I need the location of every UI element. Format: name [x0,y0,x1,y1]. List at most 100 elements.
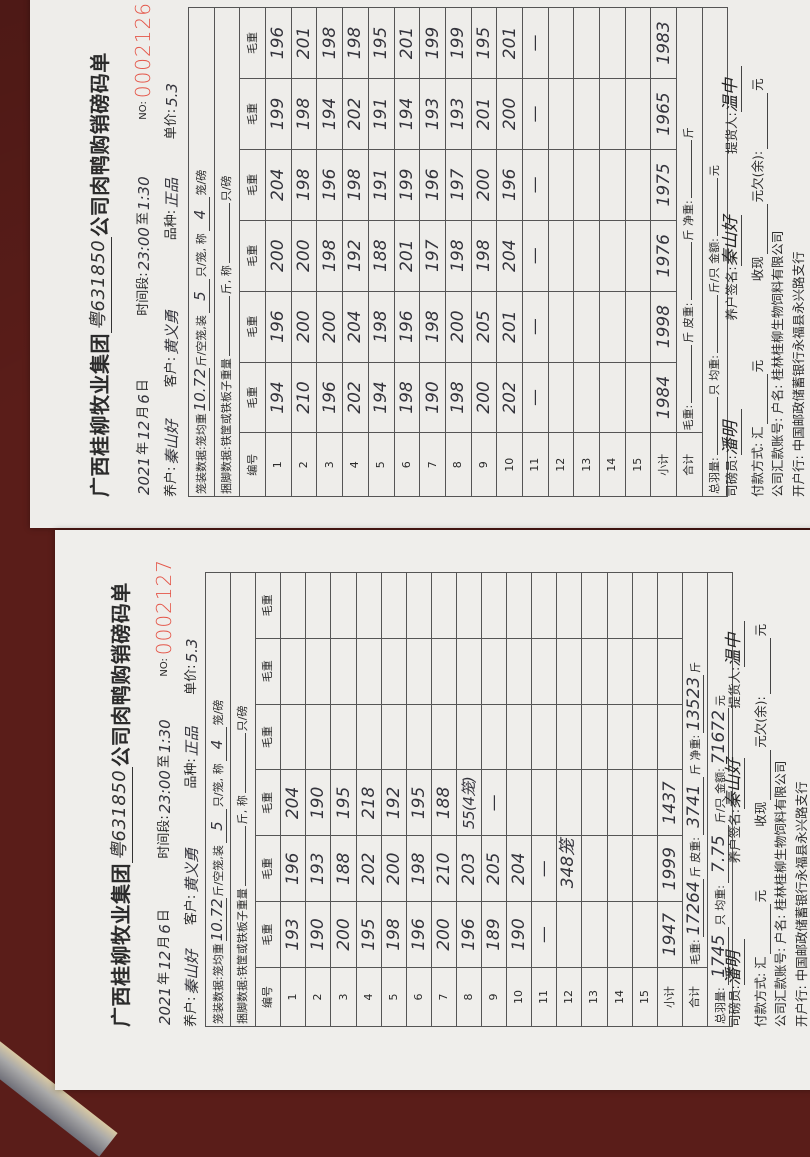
customer-value: 黄义勇 [183,847,201,893]
gross-weight-value: 17264 [683,879,704,938]
cage-data-cell: 笼装数据:笼均重10.72斤/空笼,装5只/笼, 称4笼/磅 [188,7,215,497]
weight-cell: 196 [496,149,523,221]
weight-cell [431,704,457,770]
table-row: 6 198 196 201 199 194 201 [394,7,420,497]
weight-cell: 188 [330,835,357,902]
weight-cell: 200 [431,901,457,968]
row-number: 13 [581,967,607,1027]
net-label: 净重: [682,200,696,226]
row-number: 7 [431,967,457,1027]
weight-cell: 196 [394,291,420,363]
row-number: 10 [496,432,523,497]
owed-yuan: 元 [753,623,768,637]
weight-cell [632,638,658,705]
cage-avg-value: 10.72 [208,898,228,942]
payment-row: 付款方式: 汇元收现元欠(余): 元 [747,572,771,1027]
weight-cell: — [531,835,557,902]
payment-label: 付款方式: 汇 [750,426,765,497]
weight-cell: 189 [481,901,507,968]
cash-label: 收现 [750,256,765,282]
weight-cell [381,572,407,639]
cage-data-row: 笼装数据:笼均重10.72斤/空笼,装5只/笼, 称4笼/磅 [188,7,215,497]
time-to: 1:30 [135,176,153,211]
weight-cell: 196 [316,149,343,221]
weight-cell [305,638,331,705]
subtotal-cell: 1947 [657,901,683,968]
signature-row: 司磅员: 潘明 养户签名: 秦山好 提货人: 温中 [718,7,742,497]
weight-cell [456,704,482,770]
tie-data-cell: 捆脚数据:铁筐或铁板子重量 斤, 称 只/磅 [214,7,240,497]
weight-cell: 198 [342,149,369,221]
weight-cell: 190 [506,901,532,968]
weight-cell: 204 [496,220,523,292]
weight-cell: 201 [496,291,523,363]
jin-per-empty-label: 斤/空笼, [212,856,226,897]
weight-cell [599,362,626,433]
weight-cell: 198 [406,835,432,902]
basket-weight-value [245,826,247,887]
weigher-signature: 司磅员: 潘明 [721,939,745,1027]
customer-label: 客户: [184,894,199,926]
year-label: 年 [136,441,151,455]
farmer-field: 养户: 秦山好 [178,948,202,1027]
pickup-signature-value: 温中 [721,66,742,113]
gross-label: 毛重: [688,939,702,965]
weight-cell [548,362,574,433]
cage-avg-label: 笼均重 [212,943,226,977]
weight-cell: 193 [419,78,446,150]
weight-cell [280,704,306,770]
row-number: 1 [280,967,306,1027]
tie-data-row: 捆脚数据:铁筐或铁板子重量 斤, 称 只/磅 [230,572,256,1027]
weight-cell [607,770,633,836]
form-title: 广西桂柳牧业集团 粤631850 公司肉鸭购销磅码单 [108,572,133,1027]
subtotal-cell: 1984 [650,362,677,433]
weight-cell: 201 [471,78,497,150]
party-row: 养户: 秦山好 客户: 黄义勇 品种: 正品 单价: 5.3 [158,7,182,497]
pickup-label: 提货人: [724,112,739,154]
subtotal-cell: 1976 [650,220,677,292]
birds-per-weigh-value [229,203,231,264]
time-period: 时间段: 23:00 至 1:30 [151,717,175,858]
weight-cell [581,704,607,770]
weight-cell: 200 [291,291,317,363]
farmer-sign-label: 养户签名: [724,266,739,321]
unit-price-field: 单价: 5.3 [158,81,182,139]
weight-cell: 196 [406,901,432,968]
farmer-signature: 养户签名: 秦山好 [718,215,742,321]
cage-avg-label: 笼均重 [195,413,209,447]
table-row: 5 194 198 188 191 191 195 [368,7,394,497]
owed-label: 欠(余): [753,696,768,736]
weight-cell: 218 [356,770,382,836]
payment-remit: 付款方式: 汇 元 [744,360,768,497]
row-number: 11 [522,432,549,497]
weight-cell: 198 [316,7,343,79]
table-row: 8 198 200 198 197 193 199 [445,7,472,497]
total-label: 合计 [682,967,708,1027]
weight-cell [548,220,574,292]
subtotal-label: 小计 [650,432,677,497]
weight-cell: 188 [368,220,394,292]
copy-label: ②客户(红) [394,530,449,564]
cash-yuan: 元 [753,735,768,748]
customer-field: 客户: 黄义勇 [158,308,182,387]
weight-cell: 194 [368,362,394,433]
gross-label: 毛重: [682,404,696,431]
weight-cell: 198 [291,78,317,150]
weight-cell [506,770,532,836]
weight-cell: 198 [381,901,407,968]
day-label: 日 [157,909,172,923]
weight-cell [607,704,633,770]
weight-cell [581,901,607,968]
copy-labels: ①存根(白) ②客户(红) ③养户(黄) [325,530,517,564]
row-number: 6 [406,967,432,1027]
cages-per-weigh-label: 笼/磅 [212,699,226,726]
weight-cell: 203 [456,835,482,902]
serial-value: 0002126 [131,2,155,99]
row-number: 6 [394,432,420,497]
net-weight-value: 13523 [683,674,704,733]
weight-cell: — [522,7,549,79]
row-number: 14 [607,967,633,1027]
tie-data-cell: 捆脚数据:铁筐或铁板子重量 斤, 称 只/磅 [230,572,256,1027]
cage-data-row: 笼装数据:笼均重10.72斤/空笼,装5只/笼, 称4笼/磅 [205,572,231,1027]
weight-cell: 196 [456,901,482,968]
